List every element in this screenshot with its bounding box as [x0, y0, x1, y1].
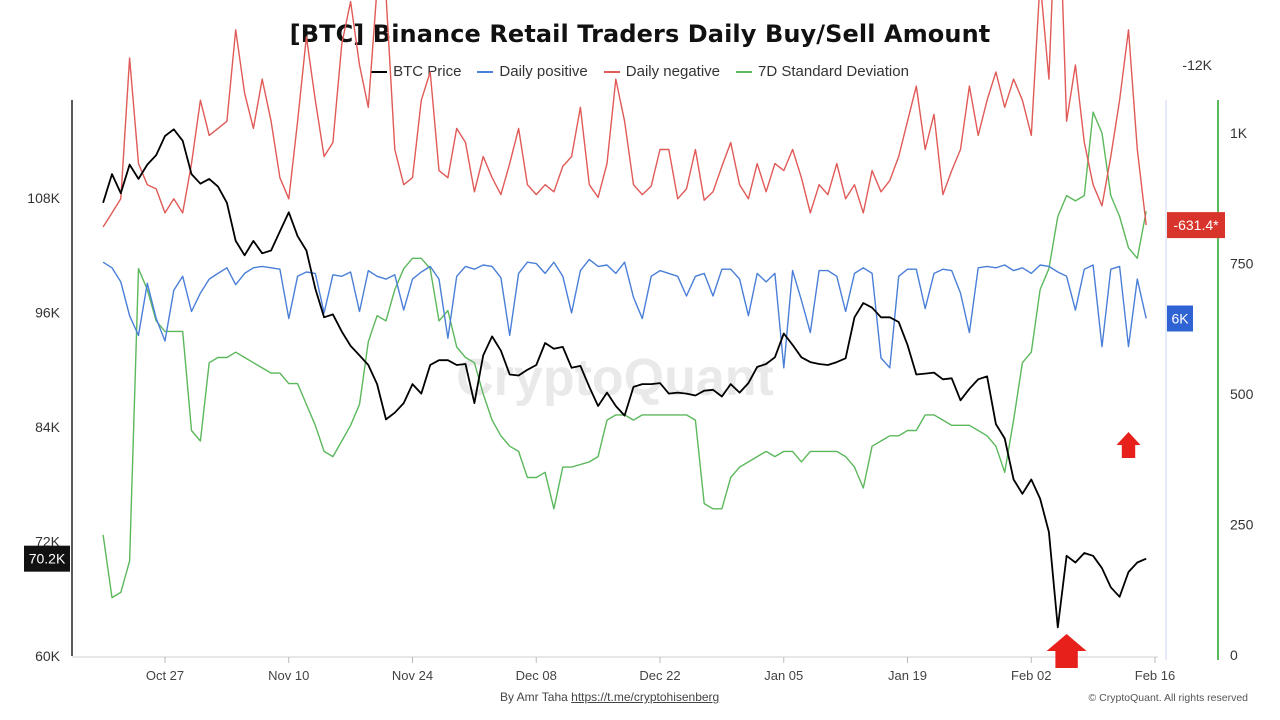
legend-label: Daily negative	[625, 63, 720, 80]
annotation-arrow-up	[1046, 634, 1087, 668]
x-tick-label: Feb 16	[1135, 668, 1175, 683]
footer-credit: By Amr Taha https://t.me/cryptohisenberg	[500, 690, 719, 704]
legend-label: 7D Standard Deviation	[758, 63, 909, 80]
x-tick-label: Oct 27	[146, 668, 184, 683]
current-value-badge	[1167, 305, 1193, 332]
legend-swatch	[477, 70, 494, 73]
x-tick-label: Nov 10	[268, 668, 309, 683]
legend-item[interactable]: 7D Standard Deviation	[736, 63, 909, 80]
y-left-tick-label: 60K	[35, 648, 61, 664]
legend-item[interactable]: Daily negative	[603, 63, 720, 80]
y-right-outer-tick-label: 1K	[1230, 125, 1248, 141]
x-tick-label: Nov 24	[392, 668, 433, 683]
credit-author: By Amr Taha	[500, 690, 568, 704]
legend-swatch	[603, 70, 620, 73]
y-left-tick-label: 84K	[35, 419, 61, 435]
chart-legend: BTC Price Daily positive Daily negative 7D …	[0, 63, 1280, 80]
y-left-tick-label: 72K	[35, 534, 61, 550]
x-tick-label: Dec 08	[516, 668, 557, 683]
y-right-outer-tick-label: 250	[1230, 517, 1254, 533]
legend-item[interactable]: Daily positive	[477, 63, 588, 80]
legend-swatch	[736, 70, 752, 73]
y-right-outer-tick-label: 750	[1230, 256, 1254, 272]
annotation-arrow-up	[1116, 432, 1141, 458]
x-tick-label: Feb 02	[1011, 668, 1051, 683]
y-right-inner-tick-label: -12K	[1182, 57, 1212, 73]
btc-price-current-label: 70.2K	[29, 551, 66, 567]
btc-price-current-badge	[24, 545, 70, 572]
series-line-btc-price	[102, 128, 1147, 629]
x-tick-label: Jan 19	[888, 668, 927, 683]
current-value-badge	[1167, 212, 1225, 239]
footer-copyright: © CryptoQuant. All rights reserved	[1088, 692, 1248, 704]
y-right-outer-tick-label: 500	[1230, 386, 1254, 402]
series-line-daily-positive	[102, 258, 1147, 369]
legend-item[interactable]: BTC Price	[371, 63, 461, 80]
watermark: CryptoQuant	[456, 349, 774, 407]
y-left-tick-label: 96K	[35, 305, 61, 321]
legend-label: Daily positive	[499, 63, 588, 80]
legend-label: BTC Price	[393, 63, 462, 80]
x-tick-label: Dec 22	[639, 668, 680, 683]
credit-link[interactable]: https://t.me/cryptohisenberg	[571, 690, 720, 704]
chart-title: [BTC] Binance Retail Traders Daily Buy/S…	[289, 20, 991, 48]
current-value-label: 6K	[1171, 311, 1189, 327]
series-line-daily-negative	[102, 0, 1147, 228]
y-left-tick-label: 108K	[27, 190, 60, 206]
current-value-label: -631.4*	[1173, 217, 1219, 233]
legend-swatch	[371, 70, 388, 73]
y-right-outer-tick-label: 0	[1230, 647, 1238, 663]
x-tick-label: Jan 05	[764, 668, 803, 683]
